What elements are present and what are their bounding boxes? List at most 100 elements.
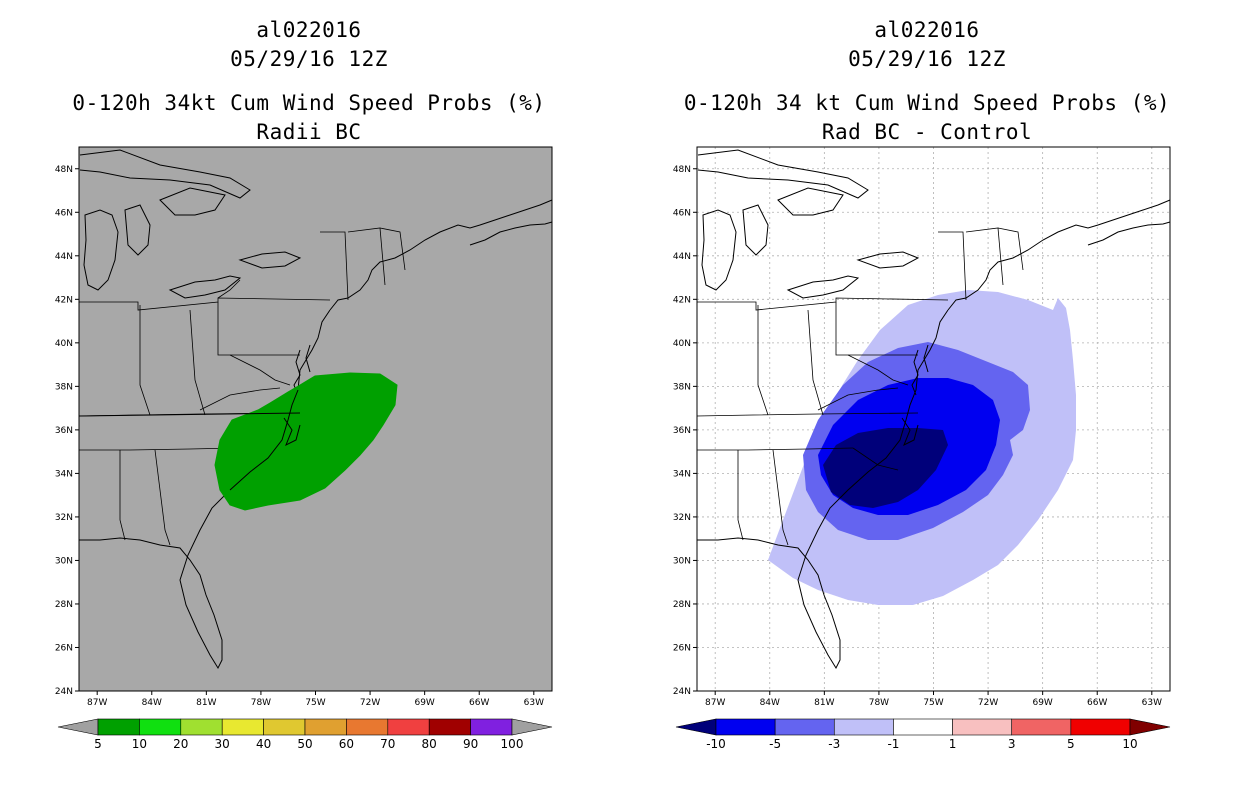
lat-tick-label: 24N (55, 687, 73, 697)
colorbar-box (428, 718, 471, 736)
left-storm-id: al022016 (256, 18, 362, 42)
left-datetime: 05/29/16 12Z (230, 47, 388, 71)
lat-tick-label: 46N (673, 208, 691, 218)
lat-tick-label: 40N (673, 339, 691, 349)
colorbar-label: -5 (769, 737, 781, 751)
right-panel: al022016 05/29/16 12Z 0-120h 34 kt Cum W… (618, 0, 1236, 800)
colorbar-label: 1 (949, 737, 957, 751)
right-title: 0-120h 34 kt Cum Wind Speed Probs (%) (683, 91, 1171, 115)
colorbar-box (221, 718, 264, 736)
colorbar-box (1070, 718, 1131, 736)
lat-tick-label: 24N (673, 687, 691, 697)
colorbar-box (774, 718, 835, 736)
colorbar-label: 5 (94, 737, 102, 751)
colorbar-box (346, 718, 389, 736)
colorbar-label: 80 (422, 737, 437, 751)
lat-tick-label: 30N (55, 556, 73, 566)
lat-tick-label: 28N (673, 600, 691, 610)
left-map-svg: 48N46N44N42N40N38N36N34N32N30N28N26N24N … (55, 146, 553, 751)
colorbar-label: 70 (380, 737, 395, 751)
left-panel: al022016 05/29/16 12Z 0-120h 34kt Cum Wi… (55, 18, 553, 751)
lon-tick-label: 72W (360, 698, 380, 708)
lat-tick-label: 34N (55, 469, 73, 479)
colorbar-over-arrow (511, 718, 553, 736)
lat-tick-label: 46N (55, 208, 73, 218)
left-state-borders (78, 227, 406, 546)
lat-tick-label: 32N (55, 513, 73, 523)
lat-tick-label: 42N (673, 295, 691, 305)
colorbar-box (952, 718, 1013, 736)
right-state-borders (696, 227, 1024, 546)
colorbar-label: 30 (215, 737, 230, 751)
lat-tick-label: 42N (55, 295, 73, 305)
lon-tick-label: 81W (814, 698, 834, 708)
lat-tick-label: 38N (673, 382, 691, 392)
right-lon-axis: 87W 84W 81W 78W 75W 72W 69W 66W 63W (705, 691, 1162, 708)
colorbar-label: 5 (1067, 737, 1075, 751)
lat-tick-label: 36N (673, 426, 691, 436)
left-coastlines (79, 149, 553, 670)
lon-tick-label: 75W (305, 698, 325, 708)
left-colorbar: 5 10 20 30 40 50 60 70 80 90 100 (57, 718, 553, 751)
colorbar-label: 50 (297, 737, 312, 751)
colorbar-label: -10 (706, 737, 726, 751)
lon-tick-label: 78W (869, 698, 889, 708)
colorbar-box (180, 718, 223, 736)
colorbar-label: 20 (173, 737, 188, 751)
lat-tick-label: 26N (55, 643, 73, 653)
colorbar-box (263, 718, 306, 736)
colorbar-label: 60 (339, 737, 354, 751)
colorbar-label: 40 (256, 737, 271, 751)
colorbar-under-arrow (675, 718, 717, 736)
left-subtitle: Radii BC (256, 120, 362, 144)
left-coast-overlay (78, 389, 301, 491)
lat-tick-label: 36N (55, 426, 73, 436)
lon-tick-label: 87W (87, 698, 107, 708)
colorbar-box (97, 718, 140, 736)
right-storm-id: al022016 (874, 18, 980, 42)
lat-tick-label: 30N (673, 556, 691, 566)
lat-tick-label: 44N (55, 252, 73, 262)
right-contour-minus10 (823, 428, 948, 508)
lat-tick-label: 26N (673, 643, 691, 653)
lat-tick-label: 44N (673, 252, 691, 262)
lon-tick-label: 72W (978, 698, 998, 708)
lon-tick-label: 69W (1032, 698, 1052, 708)
colorbar-box (833, 718, 894, 736)
colorbar-label: 10 (132, 737, 147, 751)
lon-tick-label: 66W (1087, 698, 1107, 708)
lon-tick-label: 63W (524, 698, 544, 708)
lat-tick-label: 32N (673, 513, 691, 523)
lat-tick-label: 48N (55, 165, 73, 175)
colorbar-box (893, 718, 953, 736)
lon-tick-label: 75W (923, 698, 943, 708)
colorbar-box (715, 718, 776, 736)
lon-tick-label: 63W (1142, 698, 1162, 708)
lat-tick-label: 40N (55, 339, 73, 349)
colorbar-under-arrow (57, 718, 99, 736)
lat-tick-label: 28N (55, 600, 73, 610)
right-colorbar: -10 -5 -3 -1 1 3 5 10 (675, 718, 1171, 751)
lat-tick-label: 34N (673, 469, 691, 479)
lon-tick-label: 84W (760, 698, 780, 708)
right-datetime: 05/29/16 12Z (848, 47, 1006, 71)
colorbar-box (1011, 718, 1072, 736)
left-probability-contour-5-10 (214, 372, 398, 511)
right-map-svg: 48N46N44N42N40N38N36N34N32N30N28N26N24N … (673, 146, 1171, 751)
colorbar-box (387, 718, 430, 736)
colorbar-box (304, 718, 347, 736)
left-title: 0-120h 34kt Cum Wind Speed Probs (%) (72, 91, 546, 115)
lon-tick-label: 66W (469, 698, 489, 708)
right-lat-axis: 48N 46N 44N 42N 40N 38N 36N 34N 32N 30N 28N 26N 24N (673, 165, 697, 697)
colorbar-label: -1 (887, 737, 899, 751)
lon-tick-label: 81W (196, 698, 216, 708)
colorbar-label: 90 (463, 737, 478, 751)
lon-tick-label: 84W (142, 698, 162, 708)
left-lon-axis: 87W 84W 81W 78W 75W 72W 69W 66W 63W (87, 691, 544, 708)
lat-tick-label: 38N (55, 382, 73, 392)
colorbar-box (470, 718, 513, 736)
colorbar-label: 10 (1122, 737, 1137, 751)
left-lat-axis: 48N 46N 44N 42N 40N 38N 36N 34N 32N 30N 28N 26N 24N (55, 165, 79, 697)
lon-tick-label: 78W (251, 698, 271, 708)
colorbar-box (139, 718, 182, 736)
